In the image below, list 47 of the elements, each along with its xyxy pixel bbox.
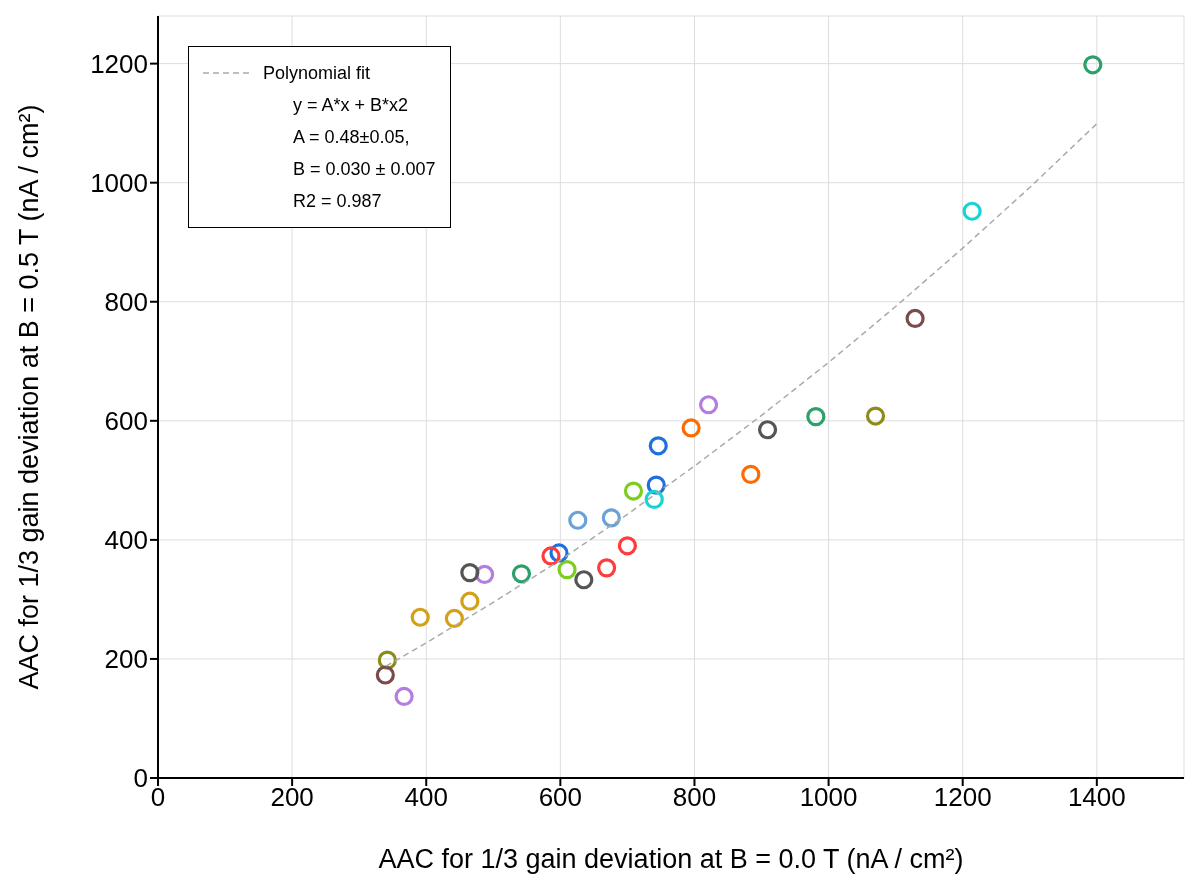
point <box>460 591 480 611</box>
point <box>394 686 414 707</box>
y-tick-label: 200 <box>104 644 148 675</box>
y-tick-label: 0 <box>133 763 148 794</box>
point <box>698 395 719 415</box>
point <box>617 536 638 556</box>
x-tick-label: 200 <box>270 782 314 813</box>
y-axis-title: AAC for 1/3 gain deviation at B = 0.5 T (nA / cm²) <box>13 104 44 690</box>
y-tick-label: 600 <box>104 406 148 437</box>
point <box>806 407 826 427</box>
x-tick-label: 400 <box>404 782 448 813</box>
point <box>905 308 925 329</box>
point <box>574 570 594 590</box>
point <box>681 418 701 438</box>
point <box>568 510 588 530</box>
point <box>375 665 395 685</box>
point <box>460 563 480 583</box>
y-tick-label: 1200 <box>90 48 148 79</box>
x-axis-title: AAC for 1/3 gain deviation at B = 0.0 T (nA / cm²) <box>378 844 964 874</box>
point <box>962 201 982 221</box>
point <box>865 406 886 426</box>
y-tick-label: 1000 <box>90 167 148 198</box>
annotation: A = 0.48±0.05, <box>292 126 411 149</box>
point <box>557 560 577 580</box>
x-tick-label: 1400 <box>1067 782 1126 813</box>
point <box>541 546 561 566</box>
point <box>757 420 778 440</box>
legend-label: Polynomial fit <box>263 62 371 85</box>
point <box>623 481 644 501</box>
x-tick-label: 800 <box>672 782 717 813</box>
point <box>410 607 430 627</box>
point <box>597 558 617 578</box>
point <box>444 608 464 629</box>
x-tick-label: 1000 <box>799 782 858 813</box>
point <box>1083 55 1103 75</box>
x-tick-label: 600 <box>538 782 583 813</box>
x-tick-label: 1200 <box>933 782 992 813</box>
point <box>648 436 668 456</box>
y-tick-label: 400 <box>104 525 148 556</box>
point <box>741 464 761 484</box>
point <box>601 508 621 528</box>
annotation: R2 = 0.987 <box>292 190 383 213</box>
annotation: B = 0.030 ± 0.007 <box>292 158 436 181</box>
y-tick-label: 800 <box>104 286 148 317</box>
annotation: y = A*x + B*x2 <box>292 94 410 117</box>
point <box>644 489 664 509</box>
point <box>511 564 532 584</box>
